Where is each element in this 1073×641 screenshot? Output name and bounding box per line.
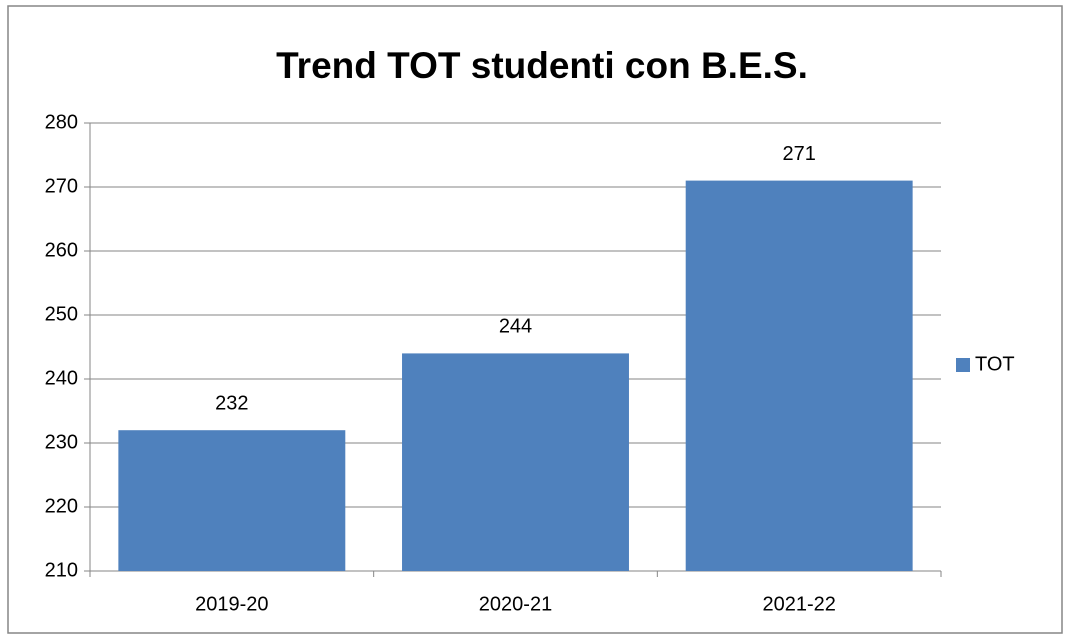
y-tick-label: 230 — [45, 431, 78, 453]
y-tick-label: 220 — [45, 495, 78, 517]
bar — [402, 353, 629, 571]
y-tick-label: 270 — [45, 175, 78, 197]
y-tick-label: 260 — [45, 239, 78, 261]
y-tick-label: 250 — [45, 303, 78, 325]
y-tick-label: 210 — [45, 559, 78, 581]
bar — [118, 430, 346, 571]
data-label: 232 — [215, 392, 248, 414]
bar — [685, 180, 913, 571]
legend-label: TOT — [975, 353, 1015, 375]
x-tick-label: 2020-21 — [479, 593, 552, 615]
x-tick-label: 2019-20 — [195, 593, 268, 615]
y-tick-label: 240 — [45, 367, 78, 389]
chart-title: Trend TOT studenti con B.E.S. — [276, 45, 808, 86]
legend-swatch — [956, 358, 970, 372]
x-tick-label: 2021-22 — [762, 593, 835, 615]
data-label: 271 — [782, 143, 815, 165]
data-label: 244 — [499, 316, 532, 338]
y-tick-label: 280 — [45, 111, 78, 133]
